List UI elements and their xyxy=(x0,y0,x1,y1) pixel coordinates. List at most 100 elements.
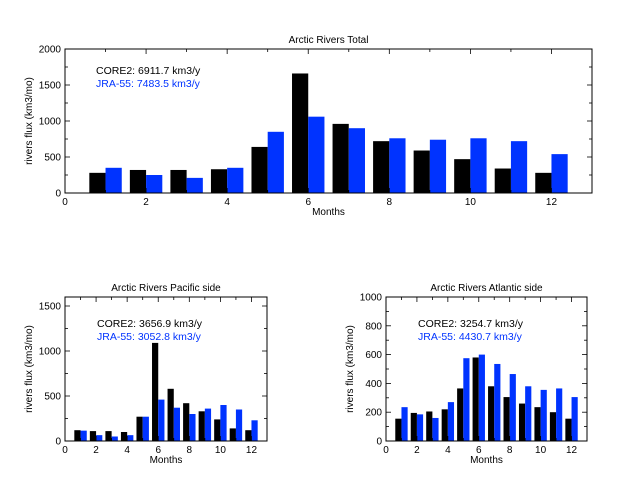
x-tick-label: 2 xyxy=(93,445,99,456)
bar-jra-55-month-6 xyxy=(158,399,165,441)
bar-jra-55-month-1 xyxy=(401,407,408,441)
bar-core2-month-9 xyxy=(518,403,526,441)
bar-jra-55-month-9 xyxy=(525,386,532,441)
x-tick-label: 0 xyxy=(383,445,389,456)
y-tick-label: 600 xyxy=(365,350,382,361)
bar-jra-55-month-6 xyxy=(308,116,325,193)
x-tick-label: 6 xyxy=(305,197,311,208)
bar-core2-month-1 xyxy=(89,172,106,193)
annotation-jra55: JRA-55: 3052.8 km3/y xyxy=(97,331,202,343)
bar-jra-55-month-8 xyxy=(509,374,516,441)
bar-jra-55-month-11 xyxy=(556,388,563,441)
y-axis-label: rivers flux (km3/mo) xyxy=(24,325,35,413)
bar-jra-55-month-12 xyxy=(571,397,578,441)
bar-core2-month-6 xyxy=(152,342,159,441)
x-tick-label: 10 xyxy=(215,445,227,456)
x-tick-label: 10 xyxy=(465,197,477,208)
bar-jra-55-month-11 xyxy=(510,141,528,193)
bar-core2-month-5 xyxy=(136,416,143,441)
bar-core2-month-10 xyxy=(454,159,471,193)
y-tick-label: 200 xyxy=(365,408,382,419)
bar-core2-month-7 xyxy=(332,123,349,193)
bar-core2-month-12 xyxy=(245,430,252,441)
y-tick-label: 0 xyxy=(55,437,61,448)
x-tick-label: 10 xyxy=(535,445,547,456)
bar-core2-month-3 xyxy=(170,169,187,193)
bar-core2-month-8 xyxy=(373,141,390,193)
bar-core2-month-1 xyxy=(395,418,402,441)
x-tick-label: 2 xyxy=(414,445,420,456)
bar-core2-month-6 xyxy=(472,357,479,441)
bar-core2-month-10 xyxy=(214,419,221,441)
x-tick-label: 12 xyxy=(566,445,578,456)
y-tick-label: 0 xyxy=(376,437,382,448)
bar-core2-month-6 xyxy=(292,73,309,193)
bar-core2-month-1 xyxy=(74,430,81,441)
bar-jra-55-month-2 xyxy=(146,175,163,193)
bar-core2-month-11 xyxy=(549,412,557,441)
bar-jra-55-month-5 xyxy=(463,358,470,441)
y-tick-label: 0 xyxy=(55,189,61,200)
x-tick-label: 6 xyxy=(155,445,161,456)
x-tick-label: 8 xyxy=(187,445,193,456)
bar-jra-55-month-1 xyxy=(80,430,87,441)
bar-core2-month-4 xyxy=(120,432,128,441)
annotation-jra55: JRA-55: 4430.7 km3/y xyxy=(418,331,523,343)
bar-jra-55-month-10 xyxy=(470,138,487,193)
x-axis-label: Months xyxy=(150,455,183,466)
bar-jra-55-month-7 xyxy=(173,407,180,441)
x-tick-label: 12 xyxy=(246,445,258,456)
bar-jra-55-month-5 xyxy=(267,131,284,193)
bar-jra-55-month-4 xyxy=(127,435,134,441)
bar-jra-55-month-5 xyxy=(142,416,149,441)
x-tick-label: 4 xyxy=(224,197,230,208)
x-tick-label: 2 xyxy=(143,197,149,208)
annotation-core2: CORE2: 3656.9 km3/y xyxy=(97,318,203,330)
annotation-core2: CORE2: 3254.7 km3/y xyxy=(418,318,524,330)
chart-arctic-rivers-total: 0 2 4 6 8 10 12 0 500 1000 1500 2000 Arctic Rivers T… xyxy=(24,35,593,218)
bar-jra-55-month-2 xyxy=(416,414,424,441)
annotation-jra55: JRA-55: 7483.5 km3/y xyxy=(96,78,201,90)
y-tick-label: 1000 xyxy=(39,117,62,128)
bar-jra-55-month-10 xyxy=(540,389,547,441)
bar-core2-month-4 xyxy=(441,409,448,441)
bar-jra-55-month-4 xyxy=(227,167,244,193)
bar-jra-55-month-3 xyxy=(111,436,118,441)
chart-arctic-rivers-pacific: 0 2 4 6 8 10 12 0 500 1000 1500 Arctic Rivers Pacif… xyxy=(24,283,268,466)
bar-core2-month-9 xyxy=(198,411,205,441)
y-tick-label: 500 xyxy=(44,153,61,164)
chart-title: Arctic Rivers Atlantic side xyxy=(430,283,543,294)
bar-jra-55-month-12 xyxy=(551,154,568,193)
y-axis-label: rivers flux (km3/mo) xyxy=(24,77,35,165)
y-tick-label: 500 xyxy=(44,392,61,403)
bar-jra-55-month-8 xyxy=(389,138,406,193)
bar-core2-month-11 xyxy=(494,168,511,193)
bar-core2-month-2 xyxy=(89,431,97,441)
bar-core2-month-11 xyxy=(229,428,236,441)
chart-title: Arctic Rivers Total xyxy=(289,35,369,46)
bar-jra-55-month-2 xyxy=(96,435,103,441)
x-tick-label: 8 xyxy=(387,197,393,208)
bar-jra-55-month-3 xyxy=(432,417,439,441)
x-tick-label: 12 xyxy=(546,197,558,208)
chart-arctic-rivers-atlantic: 0 2 4 6 8 10 12 0 200 400 600 800 1000 Arctic Rivers … xyxy=(345,283,588,466)
x-tick-label: 0 xyxy=(62,445,68,456)
y-tick-label: 2000 xyxy=(39,45,62,56)
bar-jra-55-month-7 xyxy=(348,128,365,193)
y-tick-label: 1500 xyxy=(39,302,62,313)
bar-jra-55-month-9 xyxy=(429,139,447,193)
bar-core2-month-3 xyxy=(426,411,433,441)
bar-core2-month-9 xyxy=(413,150,430,193)
bar-core2-month-10 xyxy=(534,407,541,441)
bar-core2-month-12 xyxy=(565,418,572,441)
x-tick-label: 6 xyxy=(476,445,482,456)
y-tick-label: 400 xyxy=(365,379,382,390)
y-tick-label: 1000 xyxy=(360,293,383,304)
x-tick-label: 4 xyxy=(124,445,130,456)
bar-core2-month-5 xyxy=(457,388,464,441)
bar-jra-55-month-9 xyxy=(204,408,212,441)
bar-jra-55-month-8 xyxy=(189,414,196,441)
bar-core2-month-8 xyxy=(503,397,510,441)
chart-title: Arctic Rivers Pacific side xyxy=(111,283,221,294)
